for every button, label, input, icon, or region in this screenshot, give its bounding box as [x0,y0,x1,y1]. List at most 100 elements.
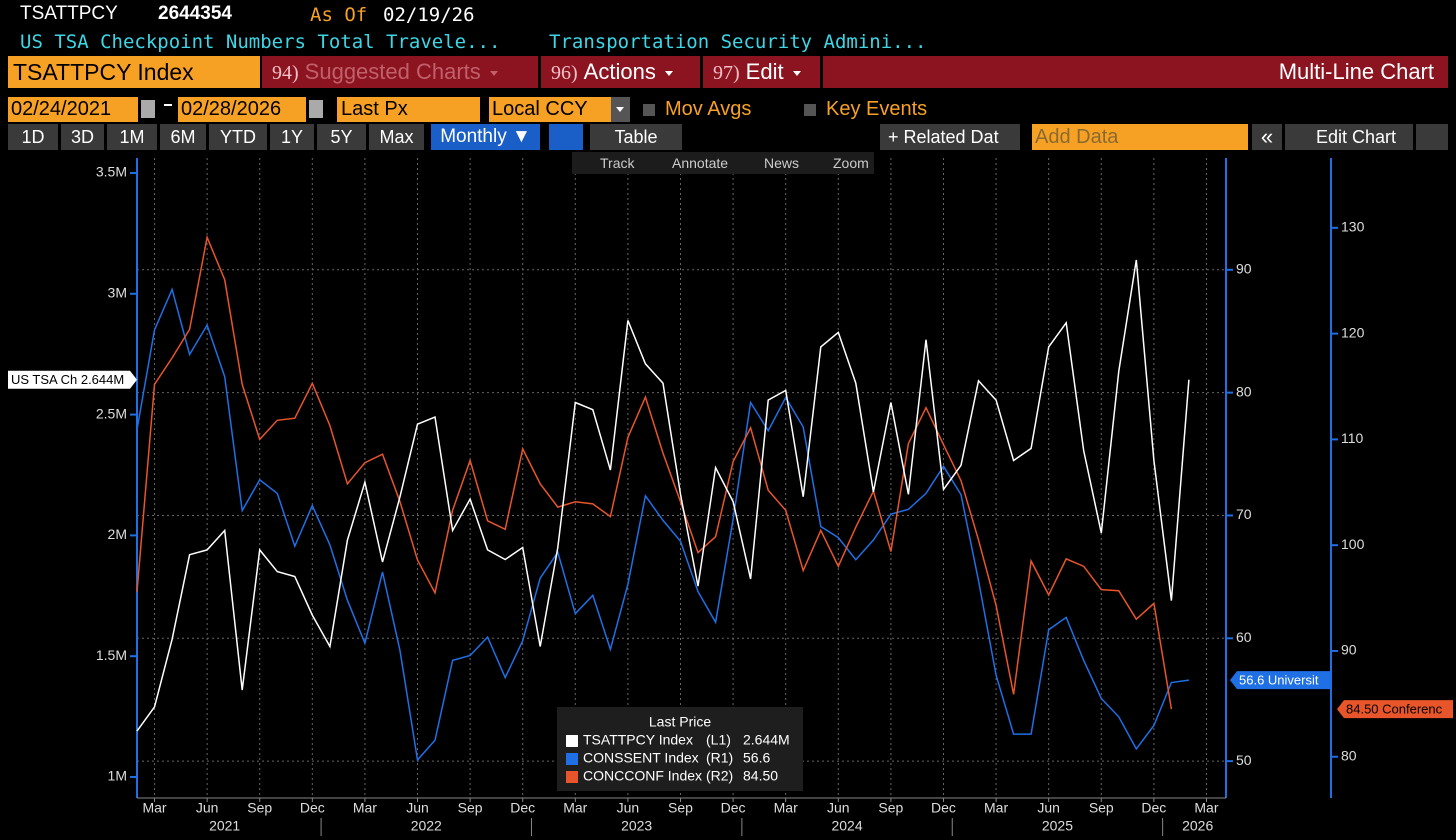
x-year-label: 2022 [411,818,442,834]
menu-label: Suggested Charts [304,59,481,84]
y3-tick-label: 130 [1341,219,1365,235]
y2-tick-label: 80 [1236,383,1252,399]
x-tick-label: Dec [931,800,956,816]
y3-tick-label: 120 [1341,324,1365,340]
menu-label: Actions [583,59,656,84]
x-tick-label: Dec [300,800,325,816]
value-tag [1337,700,1453,719]
y-tick-label: 3M [108,284,127,300]
y3-tick-label: 110 [1341,430,1364,446]
option-label: Key Events [826,98,928,120]
menu[interactable]: 94) Suggested Charts [262,56,538,88]
x-tick-label: Jun [827,800,850,816]
legend-axis: (R1) [706,750,733,766]
x-tick-label: Sep [247,800,272,816]
field-select[interactable]: Last Px [337,97,480,122]
title-bar [0,0,1456,29]
chart-tools [572,152,874,174]
y2-tick-label: 50 [1236,752,1252,768]
tool[interactable]: Zoom [833,155,869,171]
x-tick-label: Jun [406,800,429,816]
currency-select[interactable]: Local CCY [489,97,611,122]
as-of-date: 02/19/26 [383,4,475,26]
value-tag [1230,671,1332,690]
description: US TSA Checkpoint Numbers Total Travele.… [20,31,501,53]
calendar-icon[interactable] [309,100,323,118]
legend-title: Last Price [649,714,711,730]
collapse[interactable]: « [1252,124,1282,150]
end-date[interactable]: 02/28/2026 [178,97,306,122]
period-button[interactable]: 6M [160,124,206,150]
menu-number: 97) [713,62,740,84]
period-button[interactable]: 1M [107,124,157,150]
x-tick-label: Jun [196,800,219,816]
legend-name: CONCCONF Index [583,768,702,784]
add-data-input[interactable]: Add Data [1032,124,1248,150]
dropdown-button[interactable] [611,97,630,122]
y-tick-label: 3.5M [96,164,127,180]
legend-box [557,707,803,791]
period-button[interactable]: 1Y [270,124,314,150]
legend-swatch [566,771,578,783]
x-tick-label: Mar [563,800,587,816]
period-button[interactable]: Max [369,124,424,150]
related-data[interactable]: + Related Dat [880,124,1020,150]
value-tag [8,370,137,389]
option[interactable]: Key Events [804,97,927,122]
value-tag-label: 84.50 Conferenc [1346,702,1443,717]
tool[interactable]: News [764,155,800,171]
security-input[interactable]: TSATTPCY Index [8,56,260,88]
x-year-label: 2025 [1042,818,1073,834]
y-tick-label: 2M [108,526,127,542]
source: Transportation Security Admini... [549,31,927,53]
x-tick-label: Mar [1194,800,1218,816]
x-tick-label: Sep [1089,800,1114,816]
x-tick-label: Mar [984,800,1008,816]
calendar-icon[interactable] [141,100,155,118]
tool[interactable]: Track [600,155,635,171]
y2-tick-label: 70 [1236,506,1252,522]
series-line [136,259,1190,732]
x-year-label: 2023 [621,818,652,834]
legend-axis: (L1) [706,732,731,748]
y3-tick-label: 100 [1341,536,1365,552]
start-date[interactable]: 02/24/2021 [8,97,138,122]
dash [164,104,172,106]
as-of-label: As Of [310,4,368,26]
series-line [136,234,1173,710]
edit-chart[interactable]: Edit Chart [1285,124,1413,150]
line-icon[interactable] [549,124,583,150]
menu[interactable]: 97) Edit [703,56,820,88]
legend-value: 84.50 [743,768,778,784]
legend-swatch [566,735,578,747]
y-tick-label: 2.5M [96,405,127,421]
legend-value: 56.6 [743,750,770,766]
chart-kind: Multi-Line Chart [823,56,1448,88]
x-year-label: 2026 [1182,818,1213,834]
menu-number: 96) [551,62,578,84]
y2-tick-label: 60 [1236,629,1252,645]
settings-icon[interactable] [1416,124,1448,150]
x-tick-label: Jun [1037,800,1060,816]
x-tick-label: Mar [142,800,166,816]
period-button[interactable]: 3D [61,124,104,150]
x-tick-label: Jun [617,800,640,816]
x-tick-label: Sep [878,800,903,816]
period-button[interactable]: 1D [8,124,58,150]
x-tick-label: Dec [1141,800,1166,816]
table-button[interactable]: Table [590,124,682,150]
menu[interactable]: 96) Actions [541,56,700,88]
tool[interactable]: Annotate [672,155,729,171]
series-line [136,287,1190,762]
option[interactable]: Mov Avgs [643,97,751,122]
period-button[interactable]: YTD [209,124,267,150]
legend-axis: (R2) [706,768,733,784]
period-button[interactable]: 5Y [317,124,366,150]
price: 2644354 [158,3,232,24]
frequency[interactable]: Monthly ▼ [431,124,540,150]
y3-tick-label: 90 [1341,642,1357,658]
legend-name: CONSSENT Index [583,750,699,766]
x-year-label: 2024 [831,818,862,834]
